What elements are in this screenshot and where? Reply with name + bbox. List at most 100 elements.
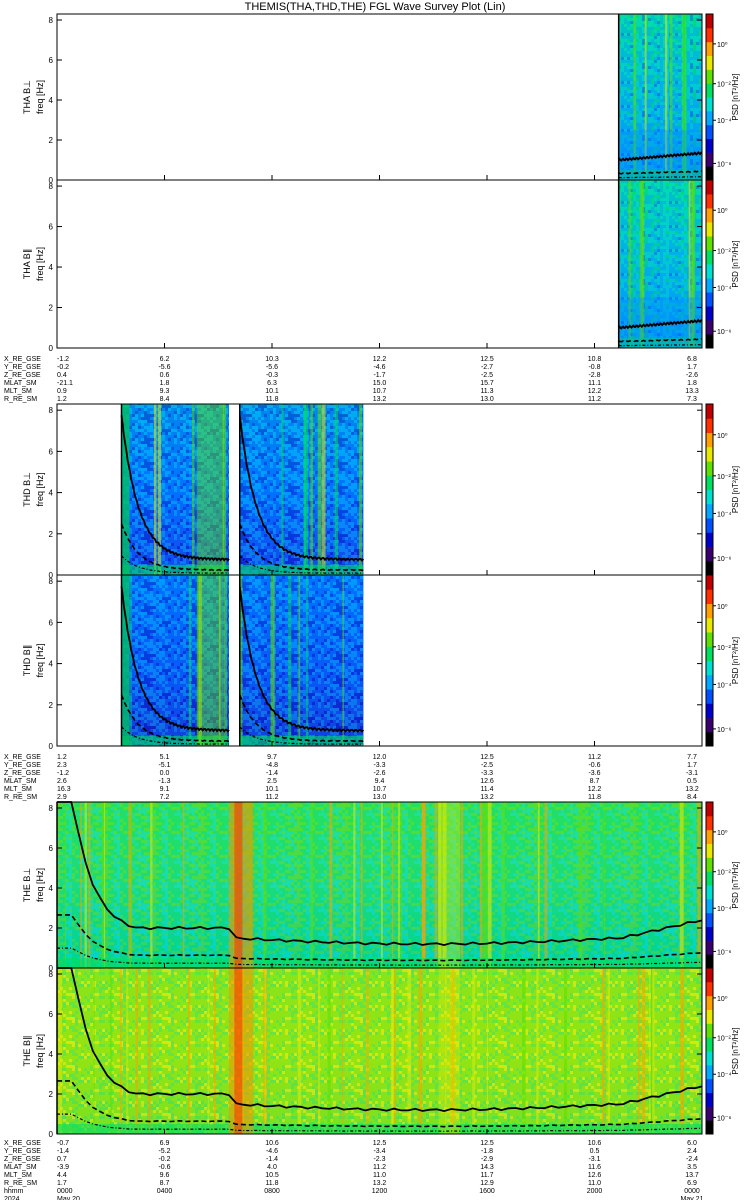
ephemeris-value: 1.8 bbox=[160, 380, 170, 387]
burst-stripe bbox=[341, 968, 344, 1134]
ephemeris-value: 2.4 bbox=[687, 1148, 697, 1155]
ephemeris-value: 6.3 bbox=[267, 380, 277, 387]
colorbar-tick-label: 10⁻² bbox=[717, 870, 731, 877]
burst-stripe bbox=[304, 404, 309, 575]
panel-frame bbox=[56, 179, 703, 349]
panel-ylabel: freq [Hz] bbox=[35, 80, 45, 114]
burst-stripe bbox=[223, 575, 227, 746]
colorbar-label: PSD [nT²/Hz] bbox=[731, 240, 740, 287]
colorbar-segment bbox=[706, 83, 713, 98]
ephemeris-value: 2.5 bbox=[267, 778, 277, 785]
ephemeris-value: -0.8 bbox=[588, 364, 600, 371]
burst-stripe bbox=[207, 968, 210, 1134]
colorbar-tick-label: 10⁻⁴ bbox=[717, 906, 732, 913]
burst-stripe bbox=[450, 968, 455, 1134]
ephemeris-row-label: MLT_SM bbox=[4, 1172, 32, 1179]
y-tick-label: 2 bbox=[49, 530, 54, 539]
colorbar-segment bbox=[706, 829, 713, 844]
ephemeris-value: 13.3 bbox=[685, 388, 699, 395]
burst-stripe bbox=[637, 968, 641, 1134]
spectrogram-panel-the-perp: 0 2 4 6 8 THE B⊥ freq [Hz] 10⁰ 10⁻² 10⁻⁴ 10⁻⁶ PSD [… bbox=[22, 801, 740, 973]
burst-stripe bbox=[126, 968, 128, 1134]
colorbar-segment bbox=[706, 981, 713, 997]
colorbar-segment bbox=[706, 446, 713, 462]
spectrogram-noise-texture bbox=[57, 968, 702, 1134]
burst-stripe bbox=[199, 575, 202, 746]
y-tick-label: 0 bbox=[49, 571, 54, 580]
burst-stripe bbox=[128, 802, 132, 968]
ephemeris-row-label: R_RE_SM bbox=[4, 794, 37, 801]
panel-ylabel: freq [Hz] bbox=[35, 1034, 45, 1068]
burst-stripe bbox=[537, 802, 540, 968]
ephemeris-row-label: X_RE_GSE bbox=[4, 1140, 41, 1147]
colorbar-segment bbox=[706, 871, 713, 886]
ephemeris-value: 0.5 bbox=[687, 778, 697, 785]
ephemeris-value: -1.7 bbox=[373, 372, 385, 379]
colorbar-segment bbox=[706, 152, 713, 167]
ephemeris-value: -0.6 bbox=[158, 1164, 170, 1171]
ephemeris-value: -2.3 bbox=[373, 1156, 385, 1163]
burst-stripe bbox=[460, 802, 464, 968]
ephemeris-value: 0.9 bbox=[57, 388, 67, 395]
ephemeris-value: 7.7 bbox=[687, 754, 697, 761]
colorbar-tick-label: 10⁻⁴ bbox=[717, 286, 732, 293]
burst-stripe bbox=[310, 404, 314, 575]
colorbar-tick-label: 10⁻² bbox=[717, 1036, 731, 1043]
burst-stripe bbox=[641, 968, 646, 1134]
burst-stripe bbox=[310, 802, 314, 968]
burst-stripe bbox=[442, 802, 447, 968]
colorbar-segment bbox=[706, 138, 713, 153]
burst-stripe bbox=[684, 14, 687, 180]
ephemeris-value: 12.0 bbox=[373, 754, 387, 761]
burst-stripe bbox=[264, 968, 266, 1134]
colorbar-label: PSD [nT²/Hz] bbox=[731, 861, 740, 908]
colorbar-tick-label: 10⁻² bbox=[717, 249, 731, 256]
colorbar-segment bbox=[706, 236, 713, 251]
colorbar-segment bbox=[706, 1106, 713, 1121]
ephemeris-value: 10.8 bbox=[588, 356, 602, 363]
burst-stripe bbox=[680, 968, 685, 1134]
ephemeris-value: -5.6 bbox=[158, 364, 170, 371]
burst-stripe bbox=[197, 575, 200, 746]
y-tick-label: 4 bbox=[49, 660, 54, 669]
ephemeris-value: 1.2 bbox=[57, 396, 67, 403]
burst-stripe bbox=[360, 802, 363, 968]
ephemeris-row-label: X_RE_GSE bbox=[4, 754, 41, 761]
ephemeris-value: 1.7 bbox=[57, 1180, 67, 1187]
colorbar-segment bbox=[706, 560, 713, 576]
ephemeris-value: -2.4 bbox=[686, 1156, 698, 1163]
burst-stripe bbox=[263, 802, 267, 968]
burst-stripe bbox=[58, 968, 63, 1134]
colorbar-segment bbox=[706, 292, 713, 307]
ephemeris-value: 8.7 bbox=[160, 1180, 170, 1187]
ephemeris-value: -2.6 bbox=[686, 372, 698, 379]
burst-stripe bbox=[188, 575, 192, 746]
burst-stripe bbox=[213, 968, 217, 1134]
ephemeris-value: 11.1 bbox=[588, 380, 601, 387]
electron-gyrofrequency-curve bbox=[238, 586, 365, 733]
burst-stripe bbox=[192, 404, 195, 575]
colorbar-tick-label: 10⁰ bbox=[717, 995, 728, 1003]
burst-stripe bbox=[84, 802, 87, 968]
burst-stripe bbox=[397, 802, 401, 968]
ephemeris-row-label: MLAT_SM bbox=[4, 380, 37, 387]
ephemeris-value: 13.0 bbox=[480, 396, 494, 403]
colorbar: 10⁰ 10⁻² 10⁻⁴ 10⁻⁶ PSD [nT²/Hz] bbox=[705, 574, 740, 747]
ephemeris-row-label: Y_RE_GSE bbox=[4, 364, 41, 371]
burst-stripe bbox=[407, 968, 412, 1134]
colorbar-segment bbox=[706, 208, 713, 223]
colorbar-segment bbox=[706, 475, 713, 490]
ephemeris-value: 13.2 bbox=[373, 396, 387, 403]
panel-name-label: THD B∥ bbox=[22, 645, 32, 677]
ephemeris-value: -4.6 bbox=[373, 364, 385, 371]
colorbar-segment bbox=[706, 110, 713, 126]
ephemeris-value: 13.2 bbox=[373, 1180, 387, 1187]
ephemeris-row-label: X_RE_GSE bbox=[4, 356, 41, 363]
colorbar-tick-label: 10⁰ bbox=[717, 603, 728, 611]
burst-stripe bbox=[633, 14, 637, 180]
ephemeris-value: 13.0 bbox=[373, 794, 387, 801]
y-tick-label: 8 bbox=[49, 182, 54, 191]
wave-activity-band bbox=[196, 404, 224, 575]
ephemeris-value: 9.7 bbox=[267, 754, 277, 761]
